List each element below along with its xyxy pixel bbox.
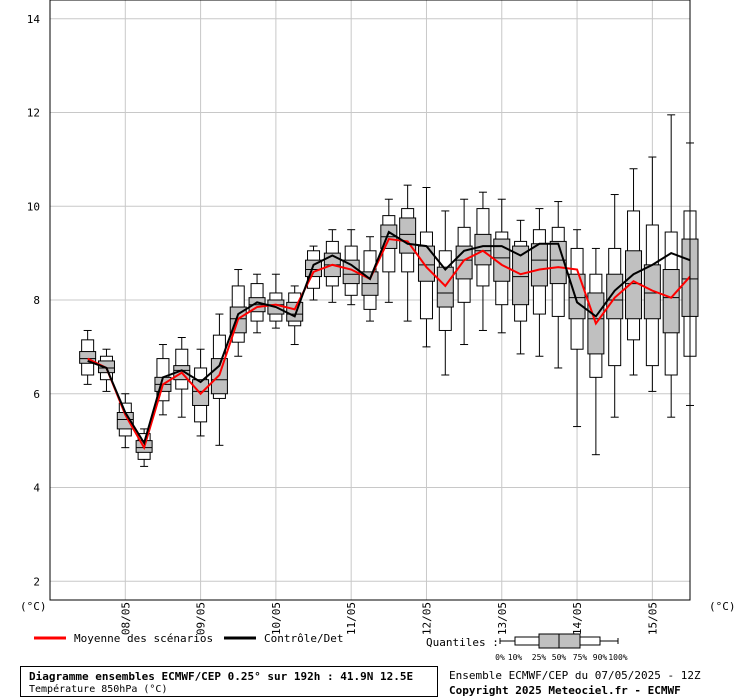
x-tick-label: 10/05 <box>270 602 283 635</box>
y-tick-label: 4 <box>33 482 40 495</box>
quantile-tick-label: 10% <box>508 653 523 662</box>
box-p25-p75 <box>530 243 548 287</box>
ensemble-box <box>568 229 586 428</box>
y-tick-labels: 2 4 6 8 10 12 14 <box>27 13 41 589</box>
box-p25-p75 <box>549 240 567 285</box>
box-p25-p75 <box>97 360 115 374</box>
copyright-label: Copyright 2025 Meteociel.fr - ECMWF <box>449 684 681 697</box>
ensemble-run-label: Ensemble ECMWF/CEP du 07/05/2025 - 12Z <box>449 669 701 682</box>
box-p25-p75 <box>417 245 435 282</box>
y-tick-label: 6 <box>33 388 40 401</box>
quantile-tick-label: 25% <box>532 653 547 662</box>
box-p25-p75 <box>79 351 97 364</box>
series-lines <box>87 230 691 451</box>
ensemble-box <box>399 184 417 322</box>
y-tick-label: 8 <box>33 294 40 307</box>
x-tick-label: 12/05 <box>420 602 433 635</box>
ensemble-box <box>530 208 548 357</box>
ensemble-box <box>587 247 605 456</box>
y-tick-label: 10 <box>27 200 40 213</box>
ensemble-box <box>474 191 492 331</box>
ensemble-box <box>643 156 661 392</box>
box-p25-p75 <box>662 269 680 334</box>
quantile-tick-label: 90% <box>593 653 608 662</box>
y-tick-label: 12 <box>27 107 40 120</box>
mean-legend-label: Moyenne des scénarios <box>74 632 213 645</box>
ensemble-box <box>342 229 360 306</box>
ensemble-box <box>493 198 511 334</box>
box-p25-p75 <box>474 233 492 266</box>
box-p25-p75 <box>568 273 586 320</box>
y-unit-left: (°C) <box>20 600 47 613</box>
ensemble-chart: 2 4 6 8 10 12 14 08/05 09/05 10/05 11/05 12/05 13/0… <box>20 0 736 662</box>
x-tick-label: 08/05 <box>119 602 132 635</box>
quantile-tick-label: 75% <box>573 653 588 662</box>
footer-title: Diagramme ensembles ECMWF/CEP 0.25° sur … <box>29 670 414 683</box>
box-p25-p75 <box>512 245 530 306</box>
ensemble-box <box>267 273 285 329</box>
x-tick-label: 14/05 <box>571 602 584 635</box>
ensemble-box <box>455 198 473 346</box>
mean-series-line <box>87 237 691 451</box>
x-tick-label: 15/05 <box>646 602 659 635</box>
ensemble-box <box>549 201 567 369</box>
ensemble-box <box>436 210 454 376</box>
y-tick-label: 2 <box>33 575 40 588</box>
ensemble-box <box>662 114 680 418</box>
control-legend-label: Contrôle/Det <box>264 632 343 645</box>
x-tick-label: 13/05 <box>496 602 509 635</box>
ensemble-box <box>512 219 530 355</box>
quantile-tick-label: 100% <box>608 653 627 662</box>
quantile-tick-label: 50% <box>552 653 567 662</box>
control-series-line <box>87 230 691 446</box>
y-tick-label: 14 <box>27 13 41 26</box>
plot-frame <box>49 0 691 601</box>
x-tick-labels: 08/05 09/05 10/05 11/05 12/05 13/05 14/05 15/05 <box>119 602 659 635</box>
boxes <box>79 114 699 467</box>
y-unit-right: (°C) <box>709 600 736 613</box>
ensemble-box <box>173 337 191 418</box>
box-p25-p75 <box>286 301 304 322</box>
ensemble-box <box>79 329 97 385</box>
box-p25-p75 <box>493 238 511 282</box>
quantiles-label: Quantiles : <box>426 636 499 649</box>
quantile-tick-label: 0% <box>495 653 505 662</box>
quantile-legend: 0% 10% 25% 50% 75% 90% 100% <box>495 633 628 662</box>
footer-box: Diagramme ensembles ECMWF/CEP 0.25° sur … <box>20 666 438 697</box>
ensemble-box <box>606 194 624 418</box>
x-tick-label: 11/05 <box>345 602 358 635</box>
x-tick-label: 09/05 <box>195 602 208 635</box>
footer-subtitle: Température 850hPa (°C) <box>29 684 168 695</box>
